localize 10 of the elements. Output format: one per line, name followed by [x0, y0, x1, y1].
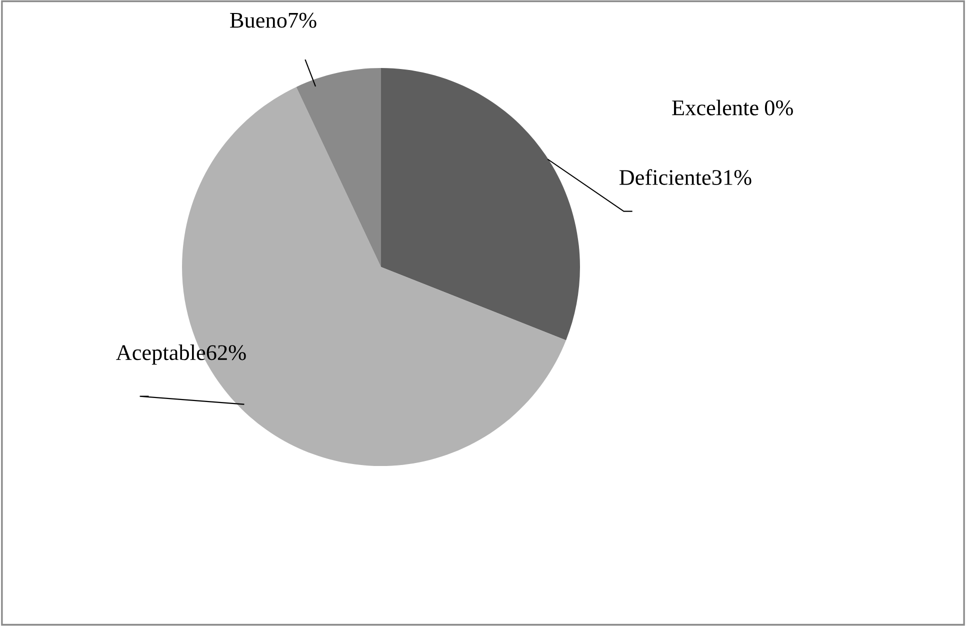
slice-label: Aceptable	[116, 344, 206, 365]
text: 0%	[764, 100, 793, 116]
slice-label: Bueno	[230, 13, 287, 28]
category-label: Excelente	[672, 100, 758, 116]
data-label: 7%	[288, 12, 316, 28]
data-label: 62%	[206, 345, 246, 360]
data-label: 31%	[712, 170, 752, 186]
pie-slice	[381, 68, 580, 340]
pie-slice	[296, 68, 381, 267]
slice-label: Deficiente	[619, 169, 711, 186]
